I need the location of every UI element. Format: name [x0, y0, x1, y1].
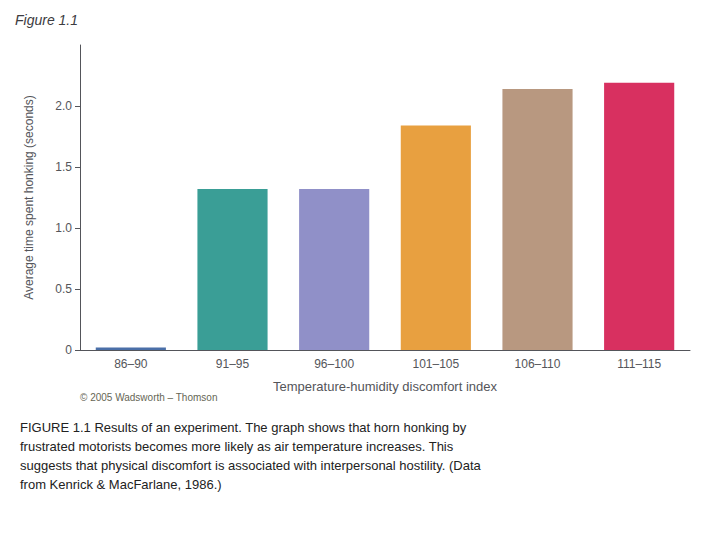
svg-text:frustrated motorists becomes m: frustrated motorists becomes more likely… [20, 439, 454, 454]
svg-text:from Kenrick & MacFarlane, 198: from Kenrick & MacFarlane, 1986.) [20, 477, 222, 492]
svg-text:1.5: 1.5 [55, 160, 72, 174]
svg-text:111–115: 111–115 [617, 357, 661, 371]
svg-text:FIGURE 1.1 Results of an exper: FIGURE 1.1 Results of an experiment. The… [20, 420, 467, 435]
svg-text:2.0: 2.0 [55, 99, 72, 113]
svg-text:0.5: 0.5 [55, 282, 72, 296]
svg-text:1.0: 1.0 [55, 221, 72, 235]
svg-text:© 2005 Wadsworth – Thomson: © 2005 Wadsworth – Thomson [80, 392, 217, 403]
svg-text:0: 0 [65, 343, 72, 357]
svg-text:Average time spent honking (se: Average time spent honking (seconds) [22, 95, 36, 300]
svg-text:91–95: 91–95 [216, 357, 250, 371]
svg-text:suggests that physical discomf: suggests that physical discomfort is ass… [20, 458, 482, 473]
svg-text:Figure 1.1: Figure 1.1 [15, 12, 78, 28]
svg-text:96–100: 96–100 [314, 357, 354, 371]
svg-text:101–105: 101–105 [412, 357, 459, 371]
svg-text:106–110: 106–110 [515, 357, 561, 371]
svg-text:86–90: 86–90 [114, 357, 148, 371]
svg-text:Temperature-humidity discomfor: Temperature-humidity discomfort index [273, 379, 497, 394]
